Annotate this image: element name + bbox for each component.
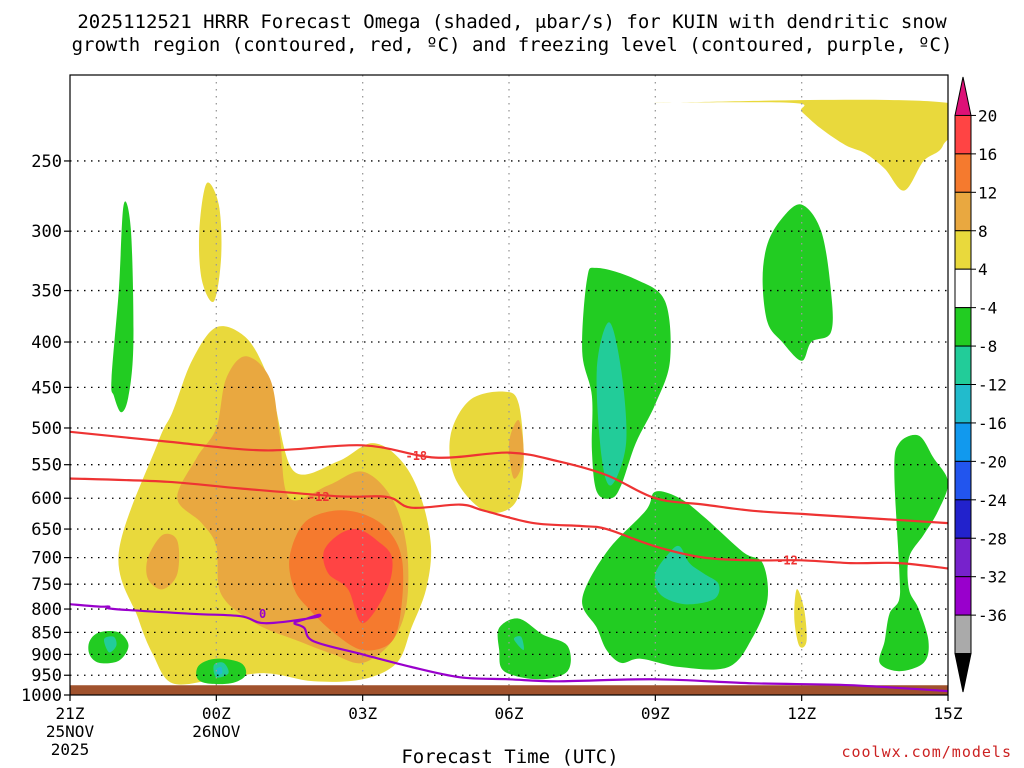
colorbar-swatch-6 bbox=[954, 307, 972, 347]
omega-shading bbox=[88, 99, 948, 685]
contour-freezing-level-0 bbox=[70, 603, 948, 693]
colorbar-swatch-1 bbox=[954, 114, 972, 155]
x-tick-label-21Z-1: 25NOV bbox=[46, 722, 95, 741]
y-tick-label-800: 800 bbox=[31, 600, 62, 620]
x-tick-label-21Z-2: 2025 bbox=[51, 740, 90, 759]
y-tick-label-300: 300 bbox=[31, 222, 62, 242]
colorbar-label-11: -28 bbox=[978, 529, 1007, 548]
omega-region-neg-8-ll1 bbox=[103, 636, 117, 653]
x-tick-label-21Z-0: 21Z bbox=[56, 704, 85, 723]
omega-region-neg-4-right bbox=[879, 434, 948, 672]
colorbar-swatch-3 bbox=[954, 191, 972, 232]
colorbar-swatch-4 bbox=[954, 230, 972, 270]
y-tick-label-550: 550 bbox=[31, 456, 62, 476]
colorbar-swatch-13 bbox=[954, 576, 972, 616]
colorbar-bottom-arrow bbox=[954, 653, 972, 693]
ground-fill bbox=[70, 685, 948, 695]
y-tick-label-700: 700 bbox=[31, 549, 62, 569]
y-tick-label-750: 750 bbox=[31, 575, 62, 595]
colorbar-label-1: 16 bbox=[978, 145, 997, 164]
colorbar-label-4: 4 bbox=[978, 260, 988, 279]
y-tick-label-900: 900 bbox=[31, 645, 62, 665]
y-tick-label-400: 400 bbox=[31, 333, 62, 353]
colorbar-swatch-9 bbox=[954, 422, 972, 462]
omega-region-pos-16-core bbox=[323, 528, 393, 624]
omega-region-neg-4-12z bbox=[762, 204, 833, 361]
colorbar-label-6: -8 bbox=[978, 337, 997, 356]
contour-label-freezing-level-0: 0 bbox=[259, 607, 266, 621]
y-tick-label-500: 500 bbox=[31, 419, 62, 439]
y-tick-label-250: 250 bbox=[31, 152, 62, 172]
colorbar-top-arrow bbox=[954, 76, 972, 116]
colorbar-label-7: -12 bbox=[978, 376, 1007, 395]
omega-region-neg-8-tall bbox=[596, 322, 627, 486]
credit-text: coolwx.com/models bbox=[841, 743, 1012, 761]
x-tick-label-15Z-0: 15Z bbox=[934, 704, 963, 723]
omega-region-pos-4-mid bbox=[449, 391, 524, 513]
omega-region-pos-8-mid bbox=[508, 419, 524, 479]
x-tick-label-03Z-0: 03Z bbox=[348, 704, 377, 723]
ground-band bbox=[70, 685, 948, 695]
colorbar-swatch-5 bbox=[954, 268, 972, 309]
omega-region-neg-8-09z bbox=[654, 545, 720, 605]
y-tick-label-650: 650 bbox=[31, 520, 62, 540]
colorbar-label-12: -32 bbox=[978, 568, 1007, 587]
omega-region-neg-4-mid bbox=[497, 618, 571, 680]
y-tick-label-600: 600 bbox=[31, 489, 62, 509]
colorbar-swatch-7 bbox=[954, 345, 972, 385]
colorbar-label-2: 12 bbox=[978, 183, 997, 202]
colorbar: 20 16 12 8 4 -4 -8 -12 -16 -20 -24 -28 -32 -36 bbox=[954, 76, 1007, 693]
contour-dgz-minus-12 bbox=[70, 477, 948, 570]
colorbar-swatch-14 bbox=[954, 614, 972, 655]
colorbar-label-5: -4 bbox=[978, 299, 997, 318]
chart-title-line2: growth region (contoured, red, ºC) and f… bbox=[72, 34, 953, 56]
x-axis-label: Forecast Time (UTC) bbox=[401, 746, 618, 768]
omega-region-neg-12-ll2 bbox=[216, 666, 223, 675]
colorbar-label-3: 8 bbox=[978, 222, 988, 241]
y-axis: 2503003504004505005506006507007508008509… bbox=[21, 152, 70, 706]
contour-lines: -18 -12 -12 0 bbox=[70, 430, 948, 693]
colorbar-label-9: -20 bbox=[978, 452, 1007, 471]
y-tick-label-450: 450 bbox=[31, 378, 62, 398]
omega-region-neg-8-mid bbox=[513, 636, 525, 651]
colorbar-swatch-8 bbox=[954, 384, 972, 424]
contour-dgz-minus-18 bbox=[70, 430, 948, 525]
y-tick-label-850: 850 bbox=[31, 623, 62, 643]
x-tick-label-00Z-1: 26NOV bbox=[192, 722, 241, 741]
colorbar-label-10: -24 bbox=[978, 491, 1007, 510]
contour-label2-dgz-minus-12: -12 bbox=[776, 553, 798, 567]
y-tick-label-1000: 1000 bbox=[21, 686, 62, 706]
colorbar-swatch-10 bbox=[954, 460, 972, 501]
colorbar-label-0: 20 bbox=[978, 106, 997, 125]
omega-region-neg-4-stripe bbox=[111, 201, 134, 413]
x-tick-label-09Z-0: 09Z bbox=[641, 704, 670, 723]
x-tick-label-06Z-0: 06Z bbox=[495, 704, 524, 723]
omega-region-pos-4-topright bbox=[652, 99, 948, 191]
chart-title-line1: 2025112521 HRRR Forecast Omega (shaded, … bbox=[77, 11, 947, 33]
colorbar-swatch-2 bbox=[954, 153, 972, 193]
colorbar-label-8: -16 bbox=[978, 414, 1007, 433]
contour-label-dgz-minus-18: -18 bbox=[405, 449, 427, 463]
omega-region-pos-4-left bbox=[176, 641, 198, 680]
y-tick-label-950: 950 bbox=[31, 666, 62, 686]
x-tick-label-12Z-0: 12Z bbox=[787, 704, 816, 723]
colorbar-swatch-12 bbox=[954, 537, 972, 578]
omega-region-pos-8-small bbox=[146, 533, 180, 590]
x-tick-label-00Z-0: 00Z bbox=[202, 704, 231, 723]
contour-label-dgz-minus-12: -12 bbox=[308, 490, 330, 504]
colorbar-swatch-11 bbox=[954, 499, 972, 539]
omega-region-pos-4-pt12 bbox=[794, 589, 807, 648]
colorbar-label-13: -36 bbox=[978, 606, 1007, 625]
y-tick-label-350: 350 bbox=[31, 282, 62, 302]
